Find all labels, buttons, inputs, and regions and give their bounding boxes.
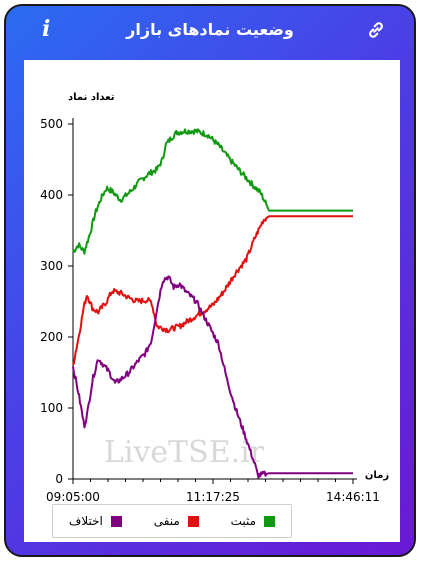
card-header: i وضعیت نمادهای بازار: [6, 6, 414, 60]
series-line-1: [72, 215, 354, 366]
y-tick-label: 0: [55, 472, 63, 486]
x-tick-label: 11:17:25: [186, 490, 240, 504]
legend-label: مثبت: [230, 514, 257, 528]
legend-swatch: [264, 515, 276, 527]
legend-item-2[interactable]: اختلاف: [69, 514, 122, 528]
y-tick-label: 500: [40, 117, 63, 131]
legend-item-1[interactable]: منفی: [154, 514, 199, 528]
x-tick-label: 14:46:11: [326, 490, 380, 504]
line-chart: LiveTSE.ir 0 100 200 300 400 500 09:05:00 11:17:…: [40, 92, 389, 504]
legend-label: منفی: [153, 514, 180, 528]
x-axis-label: زمان: [365, 470, 389, 481]
y-axis-label: تعداد نماد: [68, 92, 115, 103]
watermark-text: LiveTSE.ir: [104, 435, 265, 470]
legend-swatch: [110, 515, 122, 527]
legend-swatch: [187, 515, 199, 527]
info-icon[interactable]: i: [42, 16, 51, 42]
legend-item-0[interactable]: مثبت: [230, 514, 276, 528]
y-tick-label: 300: [40, 259, 63, 273]
page-title: وضعیت نمادهای بازار: [126, 20, 294, 39]
y-tick-label: 100: [40, 401, 63, 415]
link-icon[interactable]: [366, 20, 386, 40]
legend-label: اختلاف: [68, 514, 103, 528]
market-status-card: i وضعیت نمادهای بازار LiveTSE.ir 0 100 200 3…: [4, 4, 416, 557]
x-tick-label: 09:05:00: [46, 490, 100, 504]
chart-panel: LiveTSE.ir 0 100 200 300 400 500 09:05:00 11:17:…: [24, 60, 400, 542]
series-line-0: [72, 128, 354, 255]
y-tick-label: 400: [40, 188, 63, 202]
y-tick-label: 200: [40, 330, 63, 344]
chart-legend: مثبت منفی اختلاف: [52, 504, 292, 538]
series-line-2: [72, 275, 354, 479]
